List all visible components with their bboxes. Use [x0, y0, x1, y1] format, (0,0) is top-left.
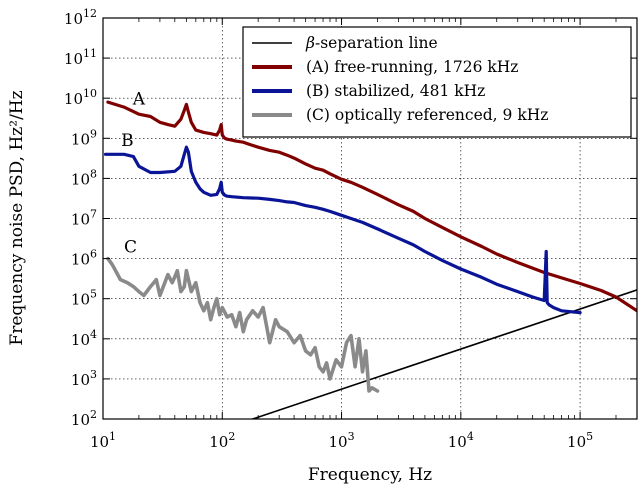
series-tag-c: C [124, 238, 137, 258]
series-tags: A B C [121, 89, 146, 257]
axis-ticks: 101 102 103 104 1051021031041051061071081091… [64, 7, 638, 451]
x-tick-label: 101 [90, 430, 116, 451]
data-series [103, 100, 637, 419]
y-tick-label: 103 [71, 368, 97, 389]
y-axis-title: Frequency noise PSD, Hz²/Hz [7, 90, 27, 345]
x-tick-label: 103 [328, 430, 354, 451]
legend-label-0: β-separation line [305, 34, 438, 52]
x-tick-label: 102 [209, 430, 235, 451]
x-axis-title: Frequency, Hz [308, 465, 432, 485]
y-tick-label: 108 [71, 167, 97, 188]
legend-label-3: (C) optically referenced, 9 kHz [306, 106, 548, 124]
y-tick-label: 105 [71, 288, 97, 309]
y-tick-label: 102 [71, 408, 97, 429]
legend-box [242, 26, 632, 138]
y-tick-label: 104 [71, 328, 97, 349]
y-tick-label: 109 [71, 127, 97, 148]
legend-label-1: (A) free-running, 1726 kHz [306, 58, 518, 76]
series-line-1 [106, 100, 637, 313]
legend-label-2: (B) stabilized, 481 kHz [306, 82, 485, 100]
series-line-2 [103, 145, 582, 315]
y-tick-label: 106 [71, 248, 97, 269]
y-tick-label: 1011 [64, 47, 97, 68]
legend: β-separation line (A) free-running, 1726 … [242, 26, 632, 138]
x-tick-label: 104 [448, 430, 474, 451]
y-tick-label: 1010 [64, 87, 97, 108]
y-tick-label: 1012 [64, 7, 97, 28]
series-line-3 [106, 256, 380, 393]
series-a-fit-extension [600, 289, 637, 312]
series-tag-a: A [132, 89, 146, 109]
series-tag-b: B [121, 131, 134, 151]
x-tick-label: 105 [567, 430, 593, 451]
y-tick-label: 107 [71, 208, 97, 229]
